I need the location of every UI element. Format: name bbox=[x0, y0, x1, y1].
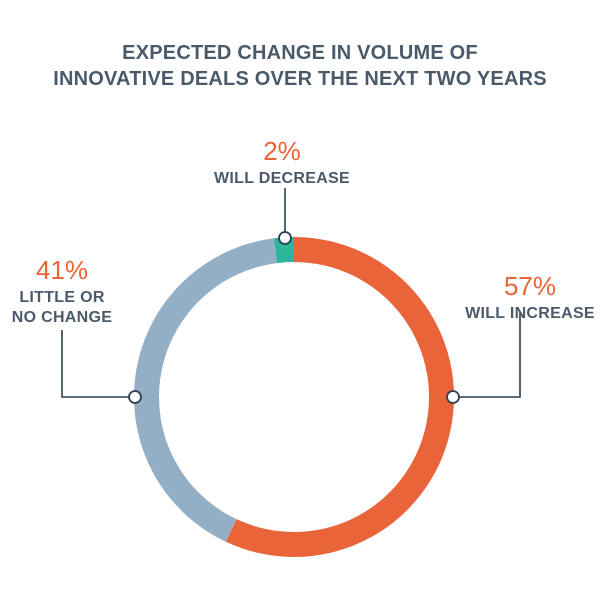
value-label-will-increase: 57% bbox=[504, 271, 556, 301]
chart-title-line-2: INNOVATIVE DEALS OVER THE NEXT TWO YEARS bbox=[53, 68, 547, 90]
leader-lines bbox=[61, 188, 521, 404]
category-label-little-or-no-change-line-1: LITTLE OR bbox=[19, 289, 105, 306]
category-label-will-decrease-line-1: WILL DECREASE bbox=[214, 170, 350, 187]
slice-little-or-no-change bbox=[133, 238, 278, 542]
slice-will-increase bbox=[225, 237, 455, 558]
leader-line-little-or-no-change bbox=[61, 330, 135, 398]
donut-slices bbox=[133, 237, 455, 558]
slice-labels: 57% WILL INCREASE 41% LITTLE OR NO CHANGE 2% W… bbox=[12, 136, 595, 326]
chart-title-line-1: EXPECTED CHANGE IN VOLUME OF bbox=[122, 42, 478, 64]
category-label-little-or-no-change-line-2: NO CHANGE bbox=[12, 309, 113, 326]
leader-dot-will-increase bbox=[446, 390, 460, 404]
leader-dot-little-or-no-change bbox=[128, 390, 142, 404]
category-label-will-increase-line-1: WILL INCREASE bbox=[465, 305, 595, 322]
leader-dot-will-decrease bbox=[278, 231, 292, 245]
value-label-will-decrease: 2% bbox=[263, 136, 301, 166]
value-label-little-or-no-change: 41% bbox=[36, 255, 88, 285]
chart-title: EXPECTED CHANGE IN VOLUME OF INNOVATIVE … bbox=[0, 40, 600, 92]
leader-line-will-increase bbox=[453, 312, 521, 398]
